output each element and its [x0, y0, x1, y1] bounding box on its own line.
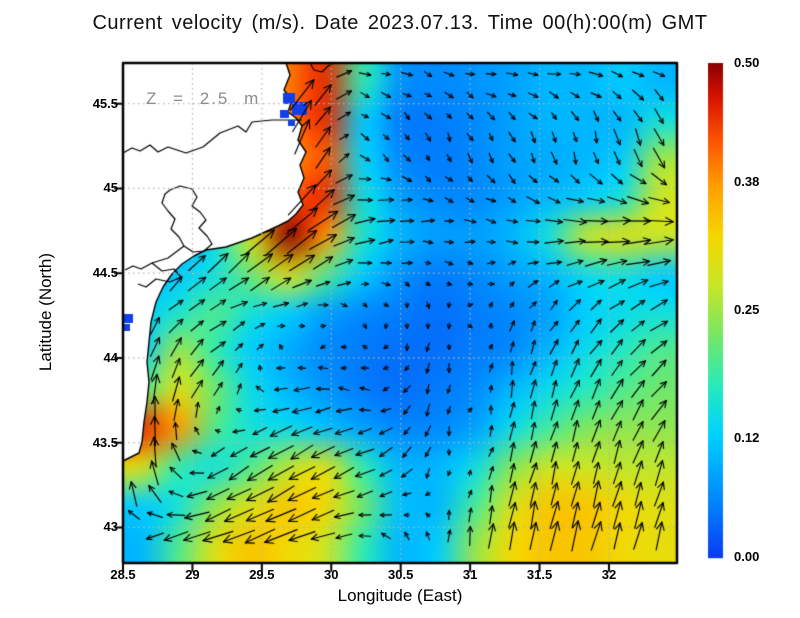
y-tick-label: 43.5	[92, 434, 118, 450]
y-tick-label: 45	[103, 180, 118, 196]
x-tick-label: 30	[324, 567, 339, 582]
y-tick-label: 45.5	[92, 95, 118, 111]
depth-annotation: Z = 2.5 m	[146, 89, 261, 108]
colorbar-tick-label: 0.12	[734, 430, 760, 446]
chart-title: Current velocity (m/s). Date 2023.07.13.…	[92, 12, 708, 34]
x-tick-label: 30.5	[388, 567, 414, 582]
x-tick-label: 29.5	[249, 567, 275, 582]
y-axis-title: Latitude (North)	[36, 252, 55, 372]
x-tick-label: 31.5	[526, 567, 553, 582]
x-tick-label: 31	[462, 567, 478, 582]
x-tick-label: 32	[601, 567, 617, 582]
y-tick-label: 44.5	[92, 265, 118, 281]
y-tick-label: 43	[103, 519, 118, 535]
colorbar-tick-label: 0.00	[734, 549, 760, 564]
colorbar-tick-label: 0.25	[734, 302, 760, 317]
x-tick-label: 29	[185, 567, 200, 582]
colorbar-tick-label: 0.50	[734, 55, 760, 70]
x-axis-title: Longitude (East)	[337, 586, 463, 605]
y-tick-label: 44	[103, 349, 118, 365]
x-tick-label: 28.5	[110, 567, 136, 582]
colorbar-tick-label: 0.38	[734, 173, 760, 189]
